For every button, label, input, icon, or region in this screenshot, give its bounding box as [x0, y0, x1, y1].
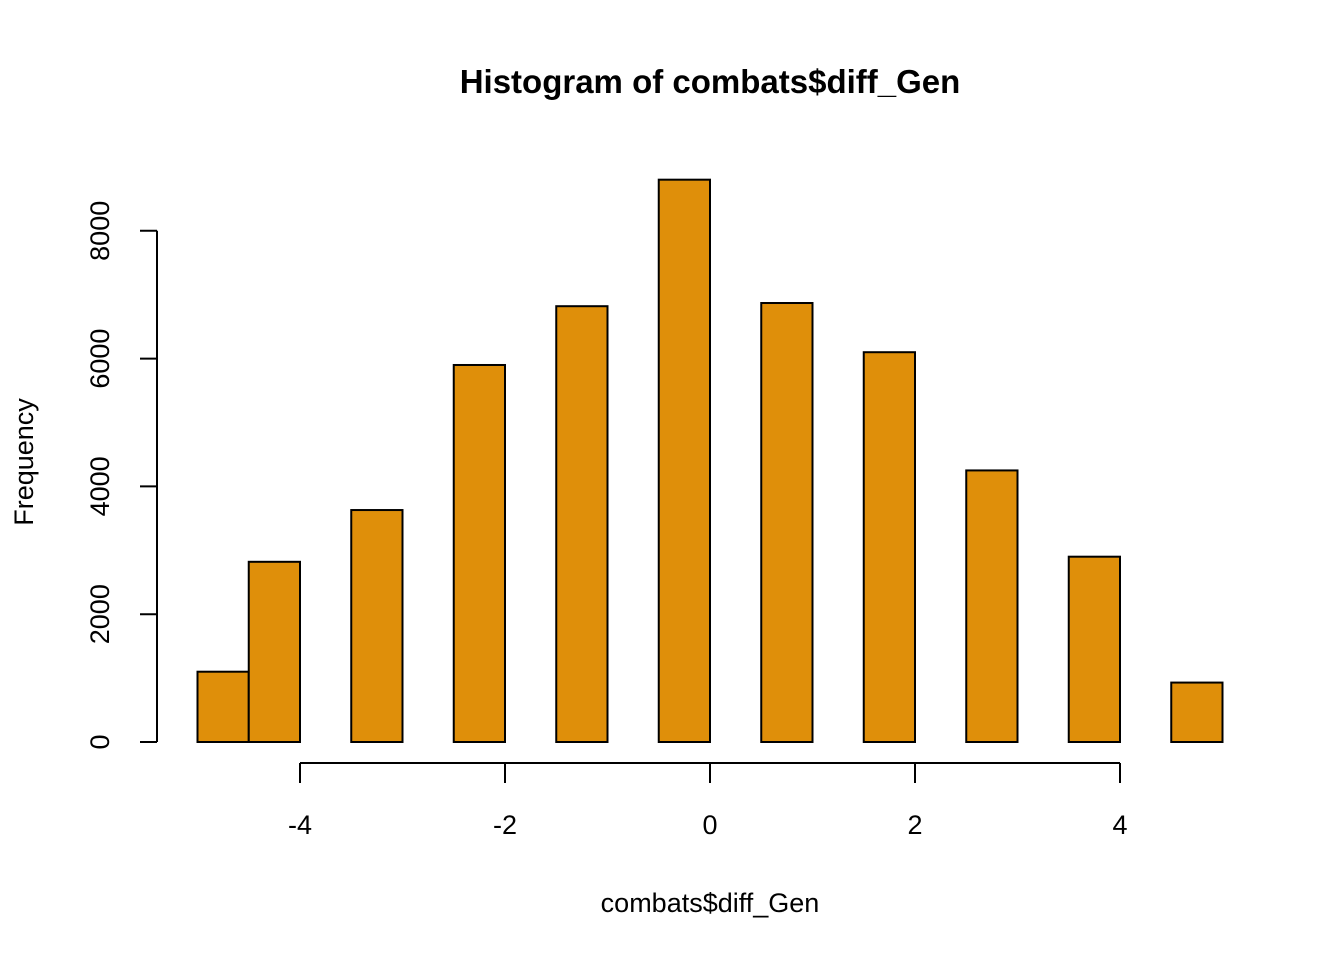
- y-tick-label: 2000: [85, 584, 115, 644]
- y-tick-label: 8000: [85, 201, 115, 261]
- chart-title: Histogram of combats$diff_Gen: [460, 63, 961, 100]
- histogram-bar-8: [862, 351, 916, 743]
- x-tick-label: -4: [288, 810, 312, 840]
- x-tick-label: 4: [1112, 810, 1127, 840]
- x-axis: -4 -2 0 2 4: [288, 762, 1128, 840]
- histogram-bar-5: [555, 305, 609, 743]
- histogram-bar-4: [452, 363, 506, 743]
- x-tick-label: 2: [907, 810, 922, 840]
- histogram-bar-1: [196, 670, 250, 744]
- x-tick-label: -2: [493, 810, 517, 840]
- bars-group: [196, 178, 1224, 744]
- histogram-bar-7: [760, 302, 814, 743]
- x-axis-title: combats$diff_Gen: [601, 888, 820, 918]
- y-tick-label: 0: [85, 734, 115, 749]
- histogram-bar-10: [1067, 555, 1121, 743]
- histogram-bar-6: [657, 178, 711, 743]
- x-tick-label: 0: [702, 810, 717, 840]
- y-tick-label: 4000: [85, 456, 115, 516]
- histogram-bar-9: [965, 469, 1019, 743]
- y-axis-title: Frequency: [9, 398, 39, 526]
- histogram-bar-11: [1170, 681, 1224, 743]
- y-axis: 0 2000 4000 6000 8000: [85, 201, 158, 750]
- histogram-bar-3: [350, 509, 404, 743]
- histogram-bar-2: [247, 560, 301, 743]
- y-tick-label: 6000: [85, 329, 115, 389]
